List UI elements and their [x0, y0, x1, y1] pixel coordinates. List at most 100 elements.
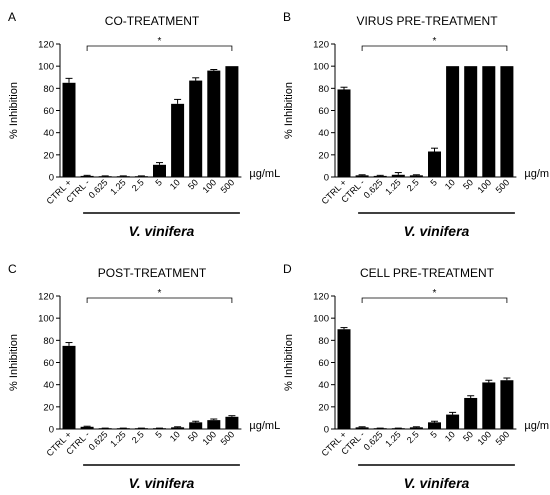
- significance-marker: *: [433, 36, 437, 47]
- x-tick-label: 500: [494, 429, 512, 447]
- x-tick-label: 5: [428, 429, 439, 440]
- chart-title: VIRUS PRE-TREATMENT: [356, 14, 498, 28]
- x-tick-label: 50: [186, 177, 200, 191]
- panel-letter: C: [8, 262, 17, 276]
- chart-panel: A CO-TREATMENT % Inhibition 0 20 40 60 80 100 120…: [8, 10, 280, 239]
- chart-panel: D CELL PRE-TREATMENT % Inhibition 0 20 40 60 80…: [283, 262, 550, 491]
- x-tick-label: 100: [476, 429, 494, 447]
- bar: [500, 66, 514, 177]
- bar: [355, 427, 369, 429]
- bar: [409, 175, 423, 177]
- x-tick-label: 100: [201, 177, 219, 195]
- y-tick-label: 100: [313, 62, 329, 73]
- y-tick-label: 80: [43, 84, 54, 95]
- y-axis-label: % Inhibition: [8, 334, 20, 391]
- x-tick-label: 2.5: [405, 429, 421, 445]
- x-tick-label: 5: [153, 429, 164, 440]
- x-tick-label: 2.5: [130, 429, 146, 445]
- chart-title: POST-TREATMENT: [98, 266, 207, 280]
- significance-bracket: [361, 297, 508, 303]
- bar: [134, 176, 148, 177]
- x-tick-label: 2.5: [130, 177, 146, 193]
- bar: [464, 397, 478, 429]
- y-tick-label: 60: [318, 358, 329, 369]
- unit-label: µg/mL: [249, 168, 280, 180]
- bar: [391, 174, 405, 177]
- bar: [153, 164, 166, 177]
- bar: [62, 345, 76, 429]
- y-tick-label: 60: [43, 358, 54, 369]
- y-tick-label: 0: [324, 425, 329, 436]
- y-tick-label: 120: [38, 40, 54, 51]
- y-axis-label: % Inhibition: [283, 82, 295, 139]
- x-tick-label: 50: [461, 429, 475, 443]
- bar: [189, 80, 203, 177]
- bar: [482, 66, 496, 177]
- y-tick-label: 80: [318, 84, 329, 95]
- bar: [373, 175, 387, 177]
- x-tick-label: 0.625: [362, 177, 385, 200]
- chart-title: CELL PRE-TREATMENT: [360, 266, 495, 280]
- y-tick-label: 20: [43, 402, 54, 413]
- y-tick-label: 40: [318, 128, 329, 139]
- y-tick-label: 40: [318, 380, 329, 391]
- y-tick-label: 20: [318, 402, 329, 413]
- x-tick-label: 0.625: [87, 429, 110, 452]
- x-tick-label: 10: [168, 429, 182, 443]
- x-tick-label: 5: [153, 177, 164, 188]
- y-tick-label: 20: [318, 150, 329, 161]
- y-tick-label: 60: [318, 106, 329, 117]
- bar: [446, 66, 460, 177]
- bar: [428, 422, 441, 429]
- significance-marker: *: [433, 288, 437, 299]
- panel-letter: B: [283, 10, 291, 24]
- bar: [189, 422, 203, 429]
- bar: [62, 82, 76, 177]
- x-tick-label: 10: [443, 429, 457, 443]
- y-tick-label: 0: [324, 173, 329, 184]
- significance-bracket: [361, 45, 508, 51]
- group-label: V. vinifera: [129, 223, 195, 239]
- x-tick-label: 2.5: [405, 177, 421, 193]
- y-tick-label: 120: [38, 292, 54, 303]
- bar: [116, 176, 130, 177]
- bar: [428, 151, 441, 177]
- x-tick-label: 100: [201, 429, 219, 447]
- x-tick-label: 1.25: [108, 177, 127, 196]
- x-tick-label: 1.25: [108, 429, 127, 448]
- x-tick-label: 0.625: [362, 429, 385, 452]
- bar: [446, 414, 460, 429]
- bar: [171, 103, 185, 177]
- chart-panel: C POST-TREATMENT % Inhibition 0 20 40 60 80 100 1…: [8, 262, 280, 491]
- x-tick-label: 5: [428, 177, 439, 188]
- bar: [207, 420, 221, 429]
- x-tick-label: 1.25: [383, 177, 402, 196]
- unit-label: µg/mL: [524, 168, 550, 180]
- bar: [409, 427, 423, 429]
- bar: [482, 382, 496, 429]
- significance-marker: *: [158, 36, 162, 47]
- x-tick-label: 1.25: [383, 429, 402, 448]
- bar: [80, 175, 94, 177]
- bar: [225, 416, 239, 429]
- bar: [464, 66, 478, 177]
- x-tick-label: 0.625: [87, 177, 110, 200]
- bar: [337, 89, 351, 177]
- y-tick-label: 60: [43, 106, 54, 117]
- y-tick-label: 20: [43, 150, 54, 161]
- bar: [98, 176, 112, 177]
- y-axis-label: % Inhibition: [8, 82, 20, 139]
- x-tick-label: 500: [219, 177, 237, 195]
- y-tick-label: 100: [313, 314, 329, 325]
- x-tick-label: 100: [476, 177, 494, 195]
- bar: [207, 70, 221, 177]
- chart-title: CO-TREATMENT: [105, 14, 200, 28]
- x-tick-label: 50: [461, 177, 475, 191]
- y-tick-label: 80: [43, 336, 54, 347]
- y-tick-label: 100: [38, 62, 54, 73]
- bar: [80, 426, 94, 429]
- significance-bracket: [86, 297, 233, 303]
- x-tick-label: 50: [186, 429, 200, 443]
- y-tick-label: 80: [318, 336, 329, 347]
- y-tick-label: 100: [38, 314, 54, 325]
